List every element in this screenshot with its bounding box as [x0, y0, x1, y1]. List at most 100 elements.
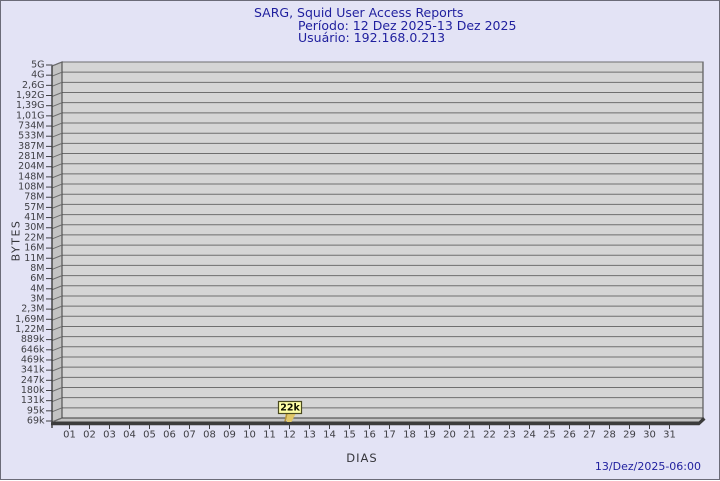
y-tick-label: 734M	[18, 121, 44, 132]
wall-rib	[51, 81, 63, 87]
wall-rib	[51, 376, 63, 382]
y-tick-label: 533M	[18, 131, 44, 142]
y-tick-label: 889k	[21, 334, 45, 345]
y-tick-label: 1,22M	[15, 324, 44, 335]
y-tick-label: 30M	[24, 222, 44, 233]
x-tick-label: 16	[363, 430, 376, 441]
x-axis-bar-bevel	[697, 417, 706, 426]
wall-rib	[51, 417, 63, 423]
y-tick-label: 16M	[24, 243, 44, 254]
y-tick-label: 41M	[24, 212, 44, 223]
x-tick-label: 12	[283, 430, 296, 441]
data-point-label: 22k	[280, 403, 300, 414]
data-point-label-box	[277, 400, 303, 415]
wall-rib	[51, 275, 63, 281]
wall-rib	[51, 71, 63, 77]
data-point-flag	[285, 413, 296, 422]
y-tick-label: 281M	[18, 151, 44, 162]
wall-rib	[51, 122, 63, 128]
wall-rib	[51, 61, 63, 67]
wall-rib	[51, 366, 63, 372]
y-tick-label: 646k	[21, 344, 45, 355]
y-tick-label: 57M	[24, 202, 44, 213]
x-tick-label: 18	[403, 430, 416, 441]
x-tick-label: 09	[223, 430, 236, 441]
wall-rib	[51, 112, 63, 118]
y-tick-label: 469k	[21, 354, 45, 365]
y-tick-label: 3M	[30, 293, 44, 304]
x-tick-label: 22	[483, 430, 496, 441]
x-tick-label: 24	[523, 430, 536, 441]
wall-rib	[51, 173, 63, 179]
x-tick-label: 14	[323, 430, 336, 441]
x-tick-label: 07	[183, 430, 196, 441]
x-tick-label: 29	[623, 430, 636, 441]
y-tick-label: 1,01G	[16, 110, 45, 121]
x-tick-label: 15	[343, 430, 356, 441]
y-tick-label: 1,92G	[16, 90, 45, 101]
wall-rib	[51, 244, 63, 250]
x-tick-label: 30	[643, 430, 656, 441]
wall-rib	[51, 254, 63, 260]
x-tick-label: 25	[543, 430, 556, 441]
x-tick-label: 13	[303, 430, 316, 441]
x-tick-label: 11	[263, 430, 276, 441]
wall-rib	[51, 163, 63, 169]
y-tick-label: 387M	[18, 141, 44, 152]
x-tick-label: 05	[143, 430, 156, 441]
y-tick-label: 22M	[24, 232, 44, 243]
chart-subtitle-period: Período: 12 Dez 2025-13 Dez 2025	[298, 17, 517, 33]
wall-rib	[51, 92, 63, 97]
x-tick-label: 23	[503, 430, 516, 441]
y-tick-label: 95k	[27, 405, 45, 416]
wall-rib	[51, 153, 63, 159]
y-tick-label: 204M	[18, 161, 44, 172]
wall-rib	[51, 142, 63, 148]
y-tick-label: 2,3M	[21, 304, 44, 315]
y-tick-label: 11M	[24, 253, 44, 264]
wall-rib	[51, 397, 63, 403]
y-tick-label: 8M	[30, 263, 44, 274]
wall-rib	[51, 346, 63, 352]
y-tick-label: 247k	[21, 375, 45, 386]
x-tick-label: 01	[63, 430, 76, 441]
wall-rib	[51, 336, 63, 342]
wall-rib	[51, 387, 63, 392]
x-tick-label: 17	[383, 430, 396, 441]
y-tick-label: 180k	[21, 385, 45, 396]
wall-rib	[51, 234, 63, 240]
x-tick-label: 02	[83, 430, 96, 441]
chart-floor	[51, 417, 705, 423]
y-tick-label: 78M	[24, 192, 44, 203]
wall-rib	[51, 325, 63, 331]
x-axis-title: DIAS	[346, 451, 378, 465]
y-tick-label: 4G	[31, 70, 44, 81]
x-tick-label: 03	[103, 430, 116, 441]
y-tick-label: 6M	[30, 273, 44, 284]
x-tick-label: 31	[663, 430, 676, 441]
report-timestamp: 13/Dez/2025-06:00	[594, 460, 701, 473]
x-tick-label: 26	[563, 430, 576, 441]
y-tick-label: 148M	[18, 171, 44, 182]
wall-rib	[51, 305, 63, 311]
y-axis-title: BYTES	[9, 219, 23, 262]
wall-rib	[51, 264, 63, 270]
wall-rib	[51, 102, 63, 108]
x-tick-label: 20	[443, 430, 456, 441]
y-tick-label: 108M	[18, 182, 44, 193]
y-tick-label: 2,6G	[22, 80, 44, 91]
chart-title: SARG, Squid User Access Reports	[254, 5, 464, 20]
chart-subtitle-user: Usuário: 192.168.0.213	[298, 30, 446, 45]
x-tick-label: 21	[463, 430, 476, 441]
data-point-flag-fold	[284, 412, 288, 422]
x-tick-label: 28	[603, 430, 616, 441]
wall-rib	[51, 203, 63, 209]
x-tick-label: 06	[163, 430, 176, 441]
wall-rib	[51, 285, 63, 291]
y-tick-label: 131k	[21, 395, 45, 406]
wall-rib	[51, 356, 63, 362]
wall-rib	[51, 214, 63, 220]
x-tick-label: 08	[203, 430, 216, 441]
wall-rib	[51, 224, 63, 230]
x-tick-label: 27	[583, 430, 596, 441]
